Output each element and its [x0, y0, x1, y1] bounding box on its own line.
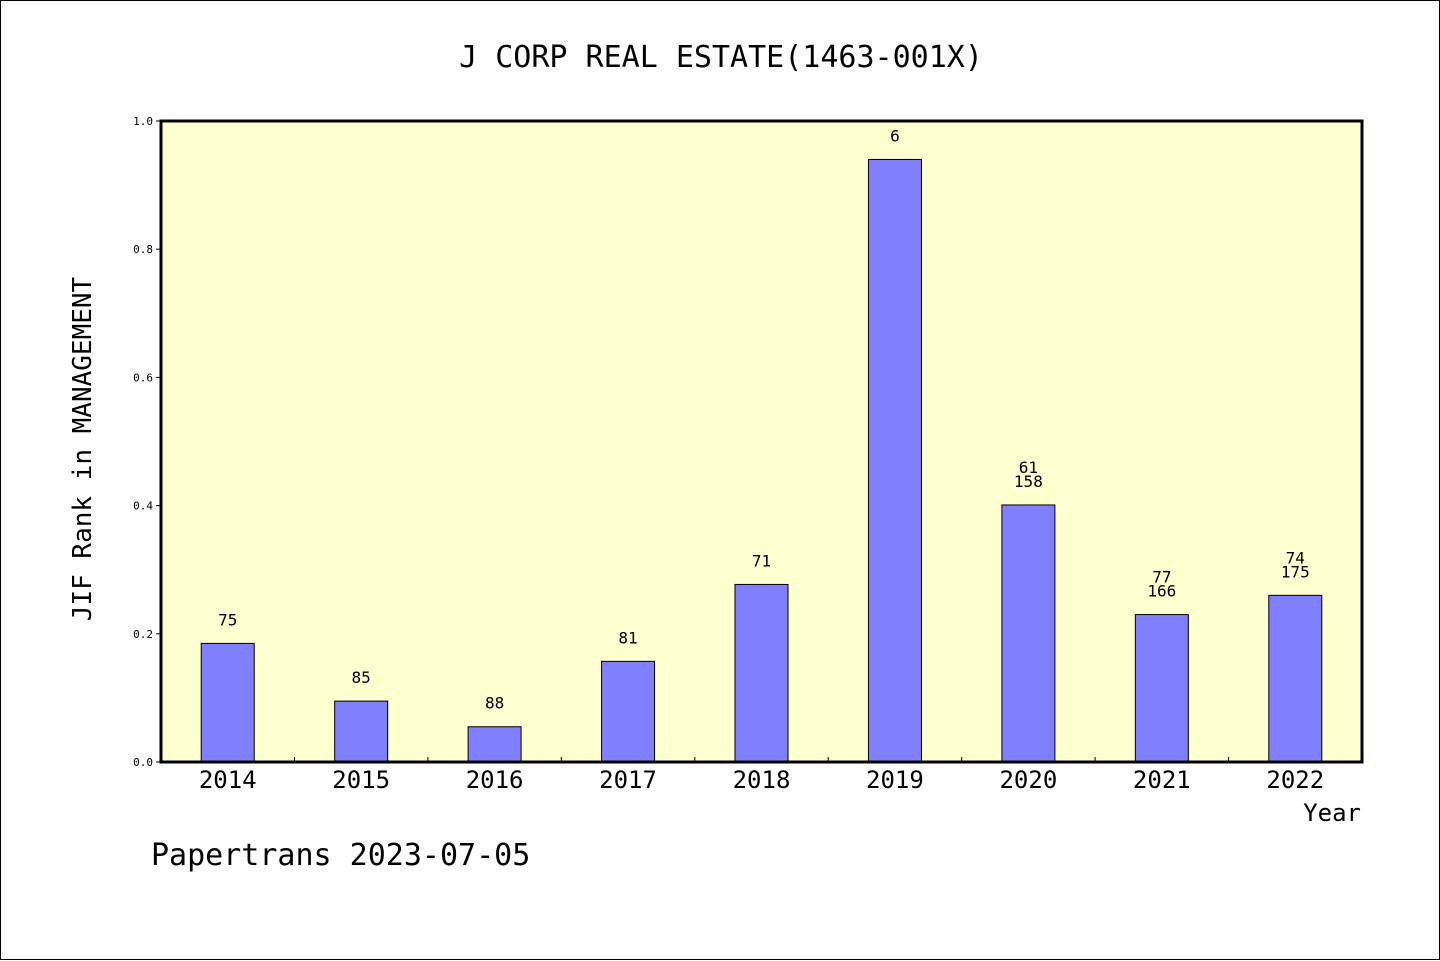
bar-2022 — [1268, 594, 1323, 763]
bar-label-2015: 85 — [352, 668, 371, 687]
x-tick-label-2020: 2020 — [999, 766, 1057, 794]
plot-border — [159, 119, 1364, 764]
x-tick-label-2014: 2014 — [199, 766, 257, 794]
x-tick-label-2018: 2018 — [733, 766, 791, 794]
bar-2019 — [867, 158, 922, 763]
bar-2014 — [200, 642, 255, 763]
x-tick-label-2017: 2017 — [599, 766, 657, 794]
x-tick-label-2021: 2021 — [1133, 766, 1191, 794]
x-axis-label: Year — [1303, 799, 1361, 827]
bar-label-2021-2: 166 — [1147, 582, 1176, 601]
x-tick-label-2019: 2019 — [866, 766, 924, 794]
bar-label-2014: 75 — [218, 610, 237, 629]
y-tick-label-0.2: 0.2 — [133, 628, 153, 641]
x-tick-label-2016: 2016 — [466, 766, 524, 794]
y-tick-label-0.8: 0.8 — [133, 243, 153, 256]
bar-label-2020-1: 61 — [1019, 458, 1038, 477]
footer-note: Papertrans 2023-07-05 — [151, 838, 530, 873]
bar-label-2021-1: 77 — [1152, 568, 1171, 587]
bar-label-2018: 71 — [752, 551, 771, 570]
bar-2016 — [467, 726, 522, 763]
bar-label-2016: 88 — [485, 694, 504, 713]
y-tick-label-0.0: 0.0 — [133, 756, 153, 769]
bar-label-2022-2: 175 — [1281, 562, 1310, 581]
bar-2018 — [734, 583, 789, 763]
bar-label-2020-2: 158 — [1014, 472, 1043, 491]
bar-label-2019: 6 — [890, 126, 900, 145]
x-tick-label-2022: 2022 — [1266, 766, 1324, 794]
bar-label-2017: 81 — [618, 628, 637, 647]
y-tick-label-0.6: 0.6 — [133, 371, 153, 384]
bar-2017 — [601, 660, 656, 763]
y-tick-label-0.4: 0.4 — [133, 500, 153, 513]
y-axis-label: JIF Rank in MANAGEMENT — [68, 276, 98, 621]
chart-title: J CORP REAL ESTATE(1463-001X) — [459, 40, 983, 75]
y-tick-label-1.0: 1.0 — [133, 115, 153, 128]
x-tick-label-2015: 2015 — [332, 766, 390, 794]
bar-2020 — [1001, 504, 1056, 763]
bar-2021 — [1134, 614, 1189, 763]
bar-2015 — [334, 700, 389, 763]
bar-label-2022-1: 74 — [1286, 548, 1305, 567]
